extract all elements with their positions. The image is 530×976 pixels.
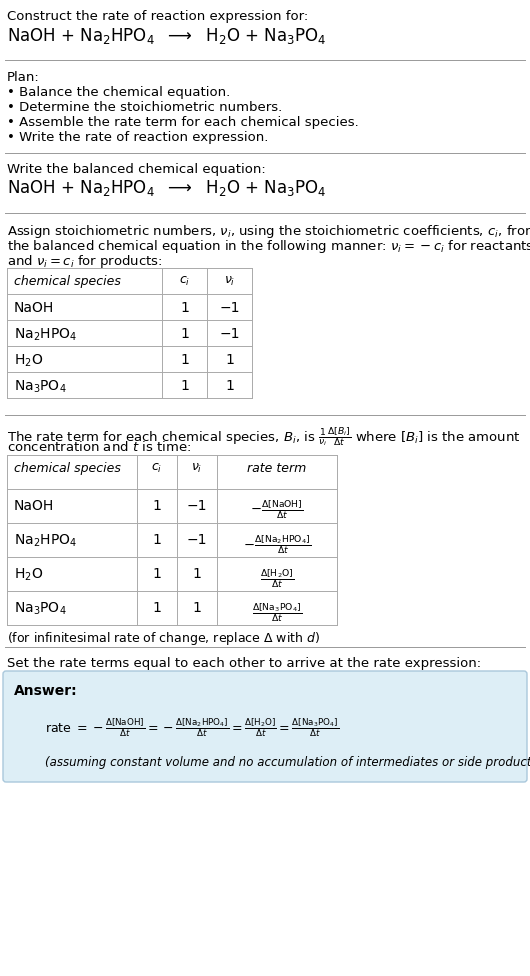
Text: −1: −1 [187,499,207,513]
Text: $c_i$: $c_i$ [152,462,163,475]
Text: 1: 1 [225,379,234,393]
Text: $-\frac{\Delta[\mathrm{Na_2HPO_4}]}{\Delta t}$: $-\frac{\Delta[\mathrm{Na_2HPO_4}]}{\Del… [243,533,311,556]
Text: Na$_2$HPO$_4$: Na$_2$HPO$_4$ [14,533,77,549]
Text: Write the balanced chemical equation:: Write the balanced chemical equation: [7,163,266,176]
Text: • Assemble the rate term for each chemical species.: • Assemble the rate term for each chemic… [7,116,359,129]
Text: concentration and $t$ is time:: concentration and $t$ is time: [7,440,191,454]
Text: 1: 1 [153,533,162,547]
Text: • Write the rate of reaction expression.: • Write the rate of reaction expression. [7,131,268,144]
Text: Na$_3$PO$_4$: Na$_3$PO$_4$ [14,601,67,618]
Text: rate $= -\frac{\Delta[\mathrm{NaOH}]}{\Delta t} = -\frac{\Delta[\mathrm{Na_2HPO_: rate $= -\frac{\Delta[\mathrm{NaOH}]}{\D… [45,716,339,739]
Text: 1: 1 [225,353,234,367]
Text: NaOH + Na$_2$HPO$_4$  $\longrightarrow$  H$_2$O + Na$_3$PO$_4$: NaOH + Na$_2$HPO$_4$ $\longrightarrow$ H… [7,178,326,198]
Text: 1: 1 [180,353,189,367]
Text: $\nu_i$: $\nu_i$ [224,275,235,288]
Text: 1: 1 [180,379,189,393]
Text: −1: −1 [187,533,207,547]
Text: (for infinitesimal rate of change, replace Δ with $d$): (for infinitesimal rate of change, repla… [7,630,320,647]
Text: rate term: rate term [248,462,307,475]
Text: chemical species: chemical species [14,275,121,288]
Text: H$_2$O: H$_2$O [14,567,43,584]
Text: Assign stoichiometric numbers, $\nu_i$, using the stoichiometric coefficients, $: Assign stoichiometric numbers, $\nu_i$, … [7,223,530,240]
Text: 1: 1 [192,601,201,615]
Text: Na$_3$PO$_4$: Na$_3$PO$_4$ [14,379,67,395]
Text: −1: −1 [219,327,240,341]
Text: the balanced chemical equation in the following manner: $\nu_i = -c_i$ for react: the balanced chemical equation in the fo… [7,238,530,255]
Text: The rate term for each chemical species, $B_i$, is $\frac{1}{\nu_i}\frac{\Delta[: The rate term for each chemical species,… [7,425,520,448]
FancyBboxPatch shape [3,671,527,782]
Text: NaOH: NaOH [14,499,54,513]
Text: 1: 1 [153,567,162,581]
Text: $\frac{\Delta[\mathrm{H_2O}]}{\Delta t}$: $\frac{\Delta[\mathrm{H_2O}]}{\Delta t}$ [260,567,294,590]
Text: Na$_2$HPO$_4$: Na$_2$HPO$_4$ [14,327,77,344]
Text: Plan:: Plan: [7,71,40,84]
Text: $\frac{\Delta[\mathrm{Na_3PO_4}]}{\Delta t}$: $\frac{\Delta[\mathrm{Na_3PO_4}]}{\Delta… [252,601,302,624]
Text: −1: −1 [219,301,240,315]
Text: 1: 1 [180,327,189,341]
Text: 1: 1 [192,567,201,581]
Text: 1: 1 [153,601,162,615]
Text: $\nu_i$: $\nu_i$ [191,462,202,475]
Text: NaOH: NaOH [14,301,54,315]
Text: • Balance the chemical equation.: • Balance the chemical equation. [7,86,230,99]
Text: chemical species: chemical species [14,462,121,475]
Text: Answer:: Answer: [14,684,77,698]
Text: NaOH + Na$_2$HPO$_4$  $\longrightarrow$  H$_2$O + Na$_3$PO$_4$: NaOH + Na$_2$HPO$_4$ $\longrightarrow$ H… [7,26,326,46]
Text: (assuming constant volume and no accumulation of intermediates or side products): (assuming constant volume and no accumul… [45,756,530,769]
Text: $-\frac{\Delta[\mathrm{NaOH}]}{\Delta t}$: $-\frac{\Delta[\mathrm{NaOH}]}{\Delta t}… [250,499,304,521]
Text: • Determine the stoichiometric numbers.: • Determine the stoichiometric numbers. [7,101,282,114]
Text: 1: 1 [180,301,189,315]
Text: $c_i$: $c_i$ [179,275,190,288]
Text: 1: 1 [153,499,162,513]
Text: Set the rate terms equal to each other to arrive at the rate expression:: Set the rate terms equal to each other t… [7,657,481,670]
Text: Construct the rate of reaction expression for:: Construct the rate of reaction expressio… [7,10,308,23]
Text: H$_2$O: H$_2$O [14,353,43,369]
Text: and $\nu_i = c_i$ for products:: and $\nu_i = c_i$ for products: [7,253,163,270]
